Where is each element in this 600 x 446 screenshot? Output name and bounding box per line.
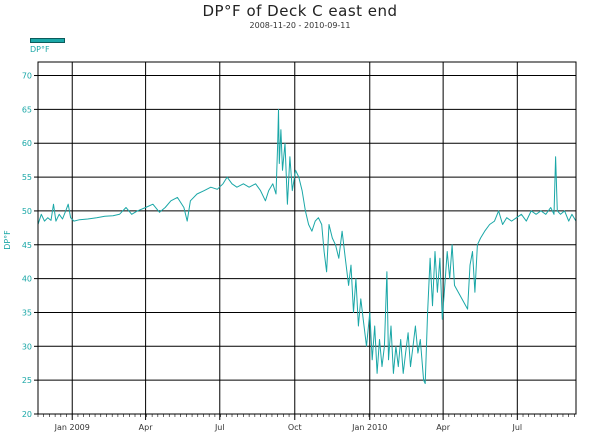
series-layer	[37, 108, 577, 384]
y-tick-label: 35	[22, 308, 32, 317]
x-tick-label: Jan 2009	[54, 423, 90, 432]
x-tick-label: Apr	[436, 423, 451, 432]
legend-label: DP°F	[30, 45, 50, 54]
x-tick-label: Apr	[139, 423, 154, 432]
axes: 20 25 30 35 40 45 50 55 60 65 70 Jan 2009 Apr Jul Oct J…	[22, 72, 575, 432]
y-tick-label: 60	[22, 139, 32, 148]
series-line	[37, 108, 577, 384]
y-axis-label: DP°F	[3, 230, 12, 250]
chart-title: DP°F of Deck C east end	[202, 2, 398, 20]
y-tick-label: 50	[22, 207, 32, 216]
y-tick-label: 45	[22, 241, 32, 250]
y-tick-label: 70	[22, 72, 32, 81]
chart-subtitle: 2008-11-20 - 2010-09-11	[249, 21, 351, 30]
y-tick-label: 55	[22, 173, 32, 182]
y-tick-label: 40	[22, 275, 32, 284]
y-tick-label: 20	[22, 410, 32, 419]
legend-swatch	[30, 38, 65, 43]
x-tick-label: Jul	[214, 423, 225, 432]
y-tick-label: 25	[22, 376, 32, 385]
x-tick-label: Oct	[288, 423, 302, 432]
y-tick-label: 65	[22, 105, 32, 114]
plot-frame	[37, 61, 577, 415]
x-tick-label: Jan 2010	[351, 423, 387, 432]
y-tick-label: 30	[22, 342, 32, 351]
x-tick-label: Jul	[511, 423, 522, 432]
grid	[38, 62, 576, 415]
